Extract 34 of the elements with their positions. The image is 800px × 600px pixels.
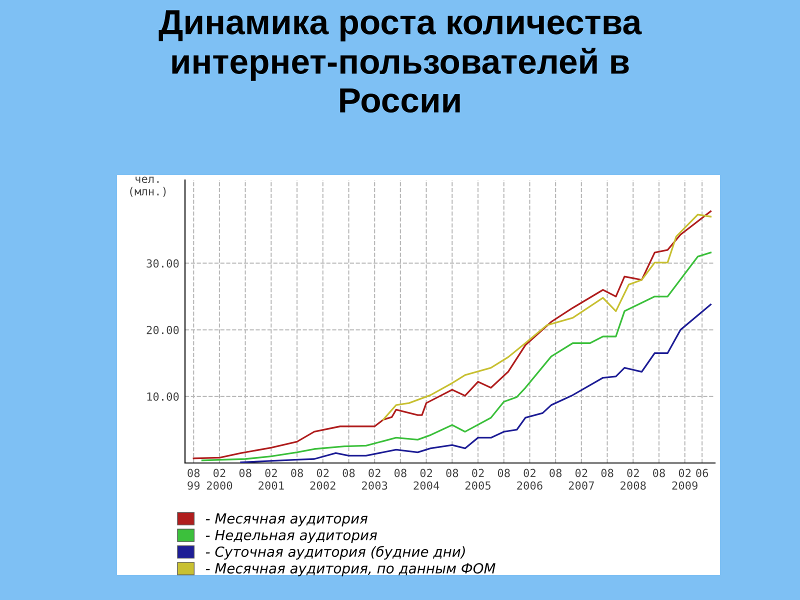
y-tick-label: 20.00 [146, 326, 179, 334]
x-tick-label: 02 2009 [672, 468, 698, 490]
x-tick-label: 08 [394, 468, 406, 478]
line-series [240, 304, 712, 463]
x-tick-label: 02 2003 [362, 468, 388, 490]
y-tick-label: 10.00 [147, 392, 179, 401]
line-series [201, 252, 712, 462]
x-tick-label: 02 2006 [517, 468, 542, 490]
x-tick-label: 02 2008 [620, 468, 646, 490]
line-series [382, 214, 712, 421]
legend-label: - Недельная аудитория [206, 530, 377, 543]
x-tick-label: 02 2001 [258, 468, 284, 490]
x-tick-label: 08 [550, 468, 562, 478]
x-tick-label: 08 [653, 468, 665, 478]
y-tick-label: 30.00 [146, 259, 179, 268]
x-tick-label: 08 [342, 468, 355, 478]
x-tick-label: 02 2000 [206, 468, 232, 490]
x-tick-label: 08 [239, 468, 252, 478]
legend-label: - Суточная аудитория (будние дни) [206, 546, 465, 560]
y-axis-title: чел. (млн.) [130, 176, 166, 197]
x-tick-label: 06 [696, 468, 708, 478]
x-tick-label: 02 2007 [568, 468, 594, 490]
x-tick-label: 02 2002 [310, 468, 336, 490]
x-tick-label: 02 2005 [465, 468, 490, 490]
x-tick-label: 08 99 [188, 468, 200, 490]
line-series [192, 210, 712, 460]
x-tick-label: 08 [601, 468, 614, 478]
x-tick-label: 08 [446, 468, 458, 478]
x-tick-label: 08 [498, 468, 510, 478]
legend-label: - Месячная аудитория, по данным ФОМ [206, 563, 496, 576]
x-tick-label: 08 [291, 468, 304, 478]
chart-title: Динамика роста количества интернет-пользователей в России [158, 10, 642, 113]
legend-label: - Месячная аудитория [206, 513, 368, 526]
x-tick-label: 02 2004 [414, 468, 440, 490]
